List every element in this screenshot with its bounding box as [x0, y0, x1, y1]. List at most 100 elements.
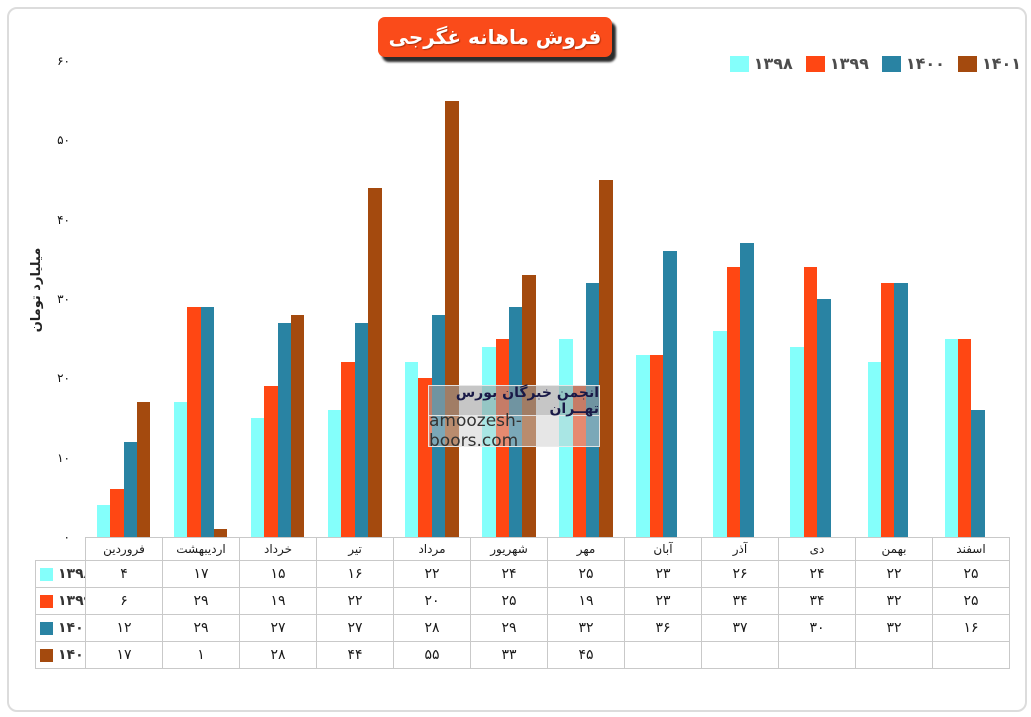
bar-۱۳۹۹-آذر[interactable]	[726, 267, 741, 537]
table-value-cell: ۴۵	[547, 641, 625, 669]
bar-۱۴۰۰-اسفند[interactable]	[971, 410, 985, 537]
table-year-cell: ۱۳۹۹	[35, 587, 86, 615]
legend-swatch-icon	[805, 55, 825, 72]
table-value-cell	[855, 641, 933, 669]
table-value-cell: ۲۸	[239, 641, 317, 669]
table-row-۱۳۹۸: ۱۳۹۸۴۱۷۱۵۱۶۲۲۲۴۲۵۲۳۲۶۲۴۲۲۲۵	[35, 560, 1010, 588]
table-month-header: اسفند	[932, 537, 1010, 561]
table-value-cell: ۲۷	[316, 614, 394, 642]
data-table: فروردین اردیبهشت خرداد تیر مرداد شهریور مهر آبا…	[35, 537, 1010, 669]
bar-۱۳۹۹-بهمن[interactable]	[880, 283, 895, 537]
legend-item-۱۴۰۰[interactable]: ۱۴۰۰	[881, 54, 945, 73]
table-month-header: فروردین	[85, 537, 163, 561]
bar-۱۳۹۹-فروردین[interactable]	[110, 489, 124, 537]
table-month-header: تیر	[316, 537, 394, 561]
table-value-cell: ۳۳	[470, 641, 548, 669]
bar-۱۳۹۸-آذر[interactable]	[713, 330, 727, 537]
table-value-cell: ۲۳	[624, 560, 702, 588]
table-month-header: آذر	[701, 537, 779, 561]
bar-۱۴۰۰-اردیبهشت[interactable]	[200, 306, 215, 537]
bar-۱۳۹۹-آبان[interactable]	[649, 354, 664, 537]
table-value-cell: ۳۶	[624, 614, 702, 642]
table-year-cell: ۱۳۹۸	[35, 560, 86, 588]
table-value-cell: ۶	[85, 587, 163, 615]
table-series-swatch-icon	[40, 567, 53, 581]
table-value-cell: ۱	[162, 641, 240, 669]
table-value-cell: ۱۹	[547, 587, 625, 615]
table-month-header: مرداد	[393, 537, 471, 561]
table-value-cell: ۲۶	[701, 560, 779, 588]
bar-۱۳۹۹-دی[interactable]	[803, 267, 818, 537]
table-value-cell: ۱۲	[85, 614, 163, 642]
table-value-cell: ۳۲	[855, 614, 933, 642]
bar-۱۴۰۱-اردیبهشت[interactable]	[214, 529, 228, 537]
table-value-cell: ۲۳	[624, 587, 702, 615]
plot-area	[85, 61, 1010, 537]
bar-۱۴۰۰-فروردین[interactable]	[123, 441, 137, 537]
bar-۱۳۹۸-بهمن[interactable]	[867, 362, 881, 537]
table-series-swatch-icon	[40, 594, 53, 608]
table-value-cell: ۲۵	[932, 587, 1010, 615]
bar-۱۴۰۰-بهمن[interactable]	[894, 283, 908, 537]
bar-۱۳۹۸-اردیبهشت[interactable]	[173, 402, 188, 537]
legend-swatch-icon	[729, 55, 749, 72]
table-month-header: بهمن	[855, 537, 933, 561]
legend-item-۱۴۰۱[interactable]: ۱۴۰۱	[957, 54, 1021, 73]
bar-۱۳۹۸-اسفند[interactable]	[944, 338, 959, 537]
table-year-label: ۱۳۹۹	[58, 593, 85, 609]
table-value-cell: ۲۲	[393, 560, 471, 588]
table-value-cell: ۲۸	[393, 614, 471, 642]
bar-۱۳۹۸-تیر[interactable]	[327, 410, 342, 537]
table-value-cell: ۴۴	[316, 641, 394, 669]
bar-۱۳۹۸-آبان[interactable]	[636, 354, 650, 537]
table-value-cell: ۲۵	[470, 587, 548, 615]
bar-۱۴۰۱-فروردین[interactable]	[136, 402, 151, 537]
table-year-label: ۱۴۰۰	[58, 620, 85, 636]
bar-۱۳۹۸-فروردین[interactable]	[96, 505, 111, 537]
bar-۱۳۹۹-اسفند[interactable]	[958, 338, 972, 537]
table-value-cell: ۲۲	[316, 587, 394, 615]
table-value-cell: ۴	[85, 560, 163, 588]
table-value-cell: ۳۴	[701, 587, 779, 615]
legend-item-۱۳۹۸[interactable]: ۱۳۹۸	[729, 54, 793, 73]
table-value-cell: ۳۴	[778, 587, 856, 615]
table-value-cell: ۱۵	[239, 560, 317, 588]
bar-۱۴۰۰-آذر[interactable]	[740, 243, 754, 537]
bar-۱۴۰۱-مهر[interactable]	[599, 180, 613, 537]
chart-title-box: فروش ماهانه غگرجی	[378, 17, 612, 57]
table-row-۱۳۹۹: ۱۳۹۹۶۲۹۱۹۲۲۲۰۲۵۱۹۲۳۳۴۳۴۳۲۲۵	[35, 587, 1010, 615]
table-value-cell: ۳۲	[855, 587, 933, 615]
table-value-cell: ۱۹	[239, 587, 317, 615]
table-value-cell: ۳۰	[778, 614, 856, 642]
bar-۱۴۰۰-آبان[interactable]	[663, 251, 677, 537]
bar-۱۳۹۹-اردیبهشت[interactable]	[187, 306, 201, 537]
table-value-cell: ۲۲	[855, 560, 933, 588]
table-month-header: خرداد	[239, 537, 317, 561]
table-series-swatch-icon	[40, 621, 53, 635]
bar-۱۳۹۸-خرداد[interactable]	[250, 418, 265, 537]
legend-item-۱۳۹۹[interactable]: ۱۳۹۹	[805, 54, 869, 73]
bar-۱۴۰۰-خرداد[interactable]	[277, 322, 292, 537]
table-value-cell: ۱۶	[316, 560, 394, 588]
table-value-cell	[624, 641, 702, 669]
bar-۱۳۹۹-خرداد[interactable]	[264, 386, 278, 537]
bar-۱۴۰۰-دی[interactable]	[817, 299, 831, 537]
bar-۱۴۰۱-خرداد[interactable]	[291, 314, 305, 537]
table-year-label: ۱۳۹۸	[58, 566, 85, 582]
table-value-cell: ۲۵	[547, 560, 625, 588]
table-month-header: آبان	[624, 537, 702, 561]
bar-۱۴۰۱-تیر[interactable]	[368, 187, 382, 537]
bar-۱۳۹۹-تیر[interactable]	[341, 362, 355, 537]
bar-۱۴۰۱-مرداد[interactable]	[445, 100, 459, 537]
y-tick-label: ۴۰	[57, 212, 70, 227]
table-year-cell: ۱۴۰۱	[35, 641, 86, 669]
legend-label: ۱۳۹۹	[829, 54, 869, 73]
bar-۱۴۰۰-تیر[interactable]	[354, 322, 369, 537]
bar-۱۳۹۸-مرداد[interactable]	[405, 362, 419, 537]
table-row-۱۴۰۱: ۱۴۰۱۱۷۱۲۸۴۴۵۵۳۳۴۵	[35, 641, 1010, 669]
legend-swatch-icon	[957, 55, 977, 72]
y-tick-label: ۶۰	[57, 54, 70, 68]
table-month-header: مهر	[547, 537, 625, 561]
bar-۱۳۹۸-دی[interactable]	[790, 346, 804, 537]
table-value-cell	[778, 641, 856, 669]
